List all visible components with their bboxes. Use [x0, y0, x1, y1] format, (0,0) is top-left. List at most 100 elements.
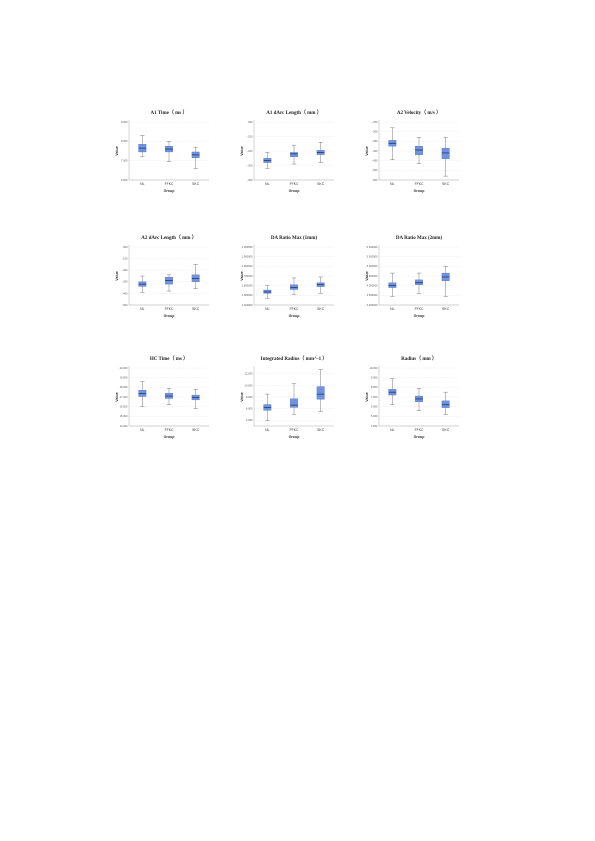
x-tick-label: NL	[390, 307, 394, 311]
box-SKC	[191, 389, 200, 409]
chart-title: DA Ratio Max (1mm)	[271, 236, 318, 241]
chart-panel-2: A2 Velocity（ m/s ） -.550 -.500 -.450 -.400 -.…	[365, 110, 459, 193]
box-FFKC	[415, 137, 423, 164]
x-axis-label: Group	[164, 314, 176, 318]
box-NL	[388, 127, 397, 160]
x-tick-label: FFKC	[290, 182, 299, 186]
x-tick-label: NL	[265, 428, 269, 432]
y-axis-label: Value	[115, 392, 119, 401]
y-tick-label: 6.000	[121, 178, 128, 182]
y-tick-label: 6.000	[246, 407, 253, 411]
chart-panel-8: Radius（ mm ） 4.000 5.000 6.000 7.000 8.000 9.0…	[365, 356, 459, 439]
box-FFKC	[415, 388, 423, 411]
x-tick-label: FFKC	[415, 428, 424, 432]
chart-panel-7: Integrated Radius（ mm^-1 ） 4.000 6.000 8.00…	[240, 356, 334, 439]
y-tick-label: 4.000	[246, 418, 253, 422]
y-tick-label: 1.600000	[242, 284, 253, 288]
x-tick-label: FFKC	[415, 307, 424, 311]
chart-title: A1 Time（ ms ）	[151, 110, 188, 116]
y-tick-label: 5.000	[371, 414, 378, 418]
box-NL	[138, 275, 147, 293]
y-tick-label: 8.000	[121, 139, 128, 143]
y-tick-label: -.400	[122, 291, 128, 295]
chart-panel-1: A1 dArc Length（ mm ） -.400 -.300 -.200 -.100…	[240, 110, 334, 193]
y-axis-label: Value	[365, 146, 369, 155]
chart-title: A1 dArc Length（ mm ）	[266, 110, 321, 116]
box-FFKC	[165, 141, 173, 162]
iqr-box	[415, 279, 423, 285]
y-tick-label: -.300	[122, 280, 128, 284]
box-SKC	[316, 369, 325, 412]
x-axis-label: Group	[414, 314, 426, 318]
y-tick-label: 19.000	[120, 376, 128, 380]
y-tick-label: 5.500000	[367, 255, 378, 259]
y-tick-label: 9.000	[121, 120, 128, 124]
y-tick-label: -.400	[247, 178, 253, 182]
y-axis-label: Value	[365, 271, 369, 280]
chart-panel-6: HC Time（ ms ） 14.000 15.000 16.000 17.000 18.…	[115, 356, 209, 439]
y-tick-label: 4.000	[371, 424, 378, 428]
box-FFKC	[165, 388, 173, 405]
y-axis-label: Value	[240, 392, 244, 401]
iqr-box	[290, 284, 298, 290]
box-NL	[138, 381, 147, 407]
iqr-box	[388, 282, 397, 288]
box-SKC	[441, 137, 450, 177]
y-tick-label: .000	[122, 245, 128, 249]
iqr-box	[441, 147, 450, 159]
x-tick-label: SKC	[192, 428, 200, 432]
y-tick-label: 6.000000	[367, 245, 378, 249]
y-tick-label: -.100	[247, 134, 253, 138]
y-tick-label: 1.400000	[242, 303, 253, 307]
y-tick-label: 2.000000	[242, 245, 253, 249]
y-axis-label: Value	[240, 146, 244, 155]
x-tick-label: NL	[140, 182, 144, 186]
box-SKC	[191, 264, 200, 289]
box-NL	[263, 393, 272, 421]
y-tick-label: 20.000	[120, 366, 128, 370]
box-NL	[388, 272, 397, 297]
x-tick-label: NL	[140, 428, 144, 432]
box-SKC	[441, 391, 450, 415]
x-tick-label: SKC	[192, 307, 200, 311]
chart-panel-4: DA Ratio Max (1mm) 1.400000 1.500000 1.6000…	[240, 236, 334, 318]
x-axis-label: Group	[414, 435, 426, 439]
y-tick-label: 1.500000	[242, 293, 253, 297]
x-tick-label: SKC	[192, 182, 200, 186]
y-tick-label: 1.900000	[242, 255, 253, 259]
x-tick-label: FFKC	[165, 307, 174, 311]
x-tick-label: NL	[390, 428, 394, 432]
y-tick-label: -.300	[372, 130, 378, 134]
y-tick-label: 12.000	[245, 372, 253, 376]
box-SKC	[441, 266, 450, 297]
box-NL	[138, 135, 147, 157]
y-tick-label: -.300	[247, 163, 253, 167]
box-FFKC	[165, 274, 173, 292]
box-SKC	[316, 142, 325, 163]
y-tick-label: -.400	[372, 149, 378, 153]
box-FFKC	[290, 277, 298, 295]
y-tick-label: -.500	[122, 303, 128, 307]
y-tick-label: 8.000	[246, 395, 253, 399]
y-tick-label: -.100	[122, 257, 128, 261]
y-tick-label: 5.000000	[367, 264, 378, 268]
x-axis-label: Group	[164, 435, 176, 439]
y-tick-label: 15.000	[120, 414, 128, 418]
chart-title: Radius（ mm ）	[401, 356, 437, 362]
y-tick-label: .000	[247, 120, 253, 124]
y-tick-label: 17.000	[120, 395, 128, 399]
y-tick-label: 18.000	[120, 385, 128, 389]
y-tick-label: 3.500000	[367, 293, 378, 297]
x-tick-label: SKC	[317, 307, 325, 311]
y-tick-label: 9.000	[371, 376, 378, 380]
y-tick-label: 6.000	[371, 405, 378, 409]
y-tick-label: 3.000000	[367, 303, 378, 307]
y-tick-label: 7.000	[121, 159, 128, 163]
x-axis-label: Group	[289, 314, 301, 318]
iqr-box	[316, 386, 325, 400]
x-tick-label: SKC	[442, 182, 450, 186]
y-axis-label: Value	[365, 392, 369, 401]
y-tick-label: -.200	[247, 149, 253, 153]
chart-title: A2 Velocity（ m/s ）	[397, 110, 441, 116]
